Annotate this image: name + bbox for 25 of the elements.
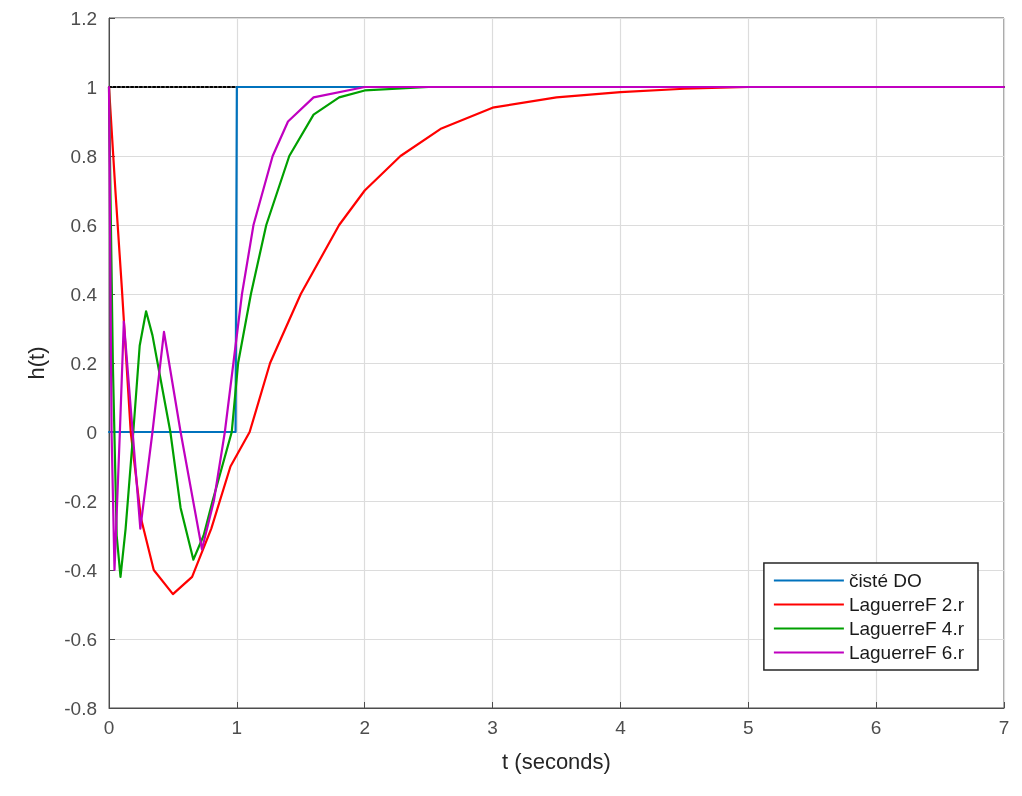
y-axis-title: h(t): [23, 346, 49, 380]
y-tick-label: 0: [86, 421, 97, 443]
x-tick-label: 0: [103, 717, 115, 738]
legend-label: čisté DO: [848, 570, 922, 591]
legend-label: LaguerreF 4.r: [848, 618, 965, 639]
legend-label: LaguerreF 6.r: [848, 642, 965, 663]
x-tick-label: 4: [615, 717, 627, 738]
y-tick-label: 0.6: [70, 214, 97, 236]
x-tick-label: 3: [487, 717, 498, 738]
x-axis-title: t (seconds): [502, 748, 611, 774]
x-tick-label: 1: [231, 717, 243, 738]
y-tick-label: -0.2: [64, 490, 97, 512]
y-tick-label: 0.4: [70, 283, 98, 305]
x-tick-label: 2: [359, 717, 370, 738]
y-tick-label: -0.4: [64, 559, 98, 581]
y-tick-label: 1: [86, 76, 97, 98]
legend-label: LaguerreF 2.r: [848, 594, 965, 615]
y-tick-label: -0.6: [64, 628, 97, 650]
y-tick-label: 0.8: [70, 145, 97, 167]
y-tick-label: 1.2: [70, 7, 97, 29]
x-tick-label: 5: [743, 717, 754, 738]
y-tick-label: -0.8: [64, 697, 97, 719]
x-tick-label: 7: [998, 717, 1010, 738]
y-tick-label: 0.2: [70, 352, 97, 374]
x-tick-label: 6: [870, 717, 882, 738]
